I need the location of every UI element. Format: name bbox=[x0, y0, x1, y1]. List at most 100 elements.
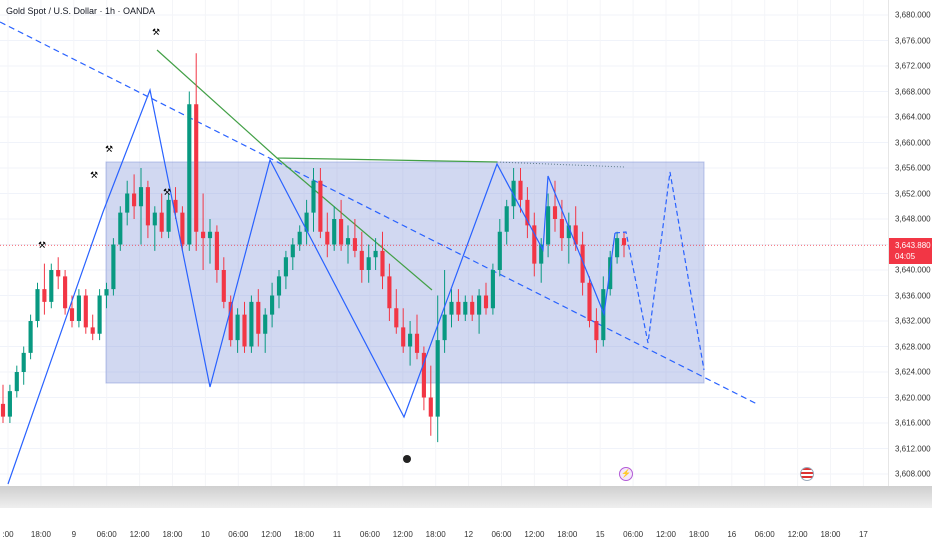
chart-title: Gold Spot / U.S. Dollar · 1h · OANDA bbox=[6, 6, 156, 16]
price-tick-label: 3,608.000 bbox=[895, 469, 931, 479]
candle-body bbox=[263, 314, 268, 334]
candle-body bbox=[573, 225, 578, 245]
price-tick-label: 3,656.000 bbox=[895, 163, 931, 173]
candle-body bbox=[221, 270, 226, 302]
time-tick-label: 12 bbox=[464, 530, 474, 539]
time-tick-label: 06:00 bbox=[491, 530, 512, 539]
hammer-icon: ⚒ bbox=[105, 144, 114, 154]
candle bbox=[28, 314, 33, 360]
earnings-icon[interactable] bbox=[403, 455, 411, 463]
time-tick-label: 10 bbox=[200, 530, 210, 539]
time-tick-label: 18:00 bbox=[162, 530, 183, 539]
resistance-dotted-line bbox=[496, 161, 626, 168]
candle-body bbox=[214, 231, 219, 270]
time-tick-label: :00 bbox=[2, 530, 14, 539]
candle-body bbox=[394, 308, 399, 328]
time-tick-label: 11 bbox=[332, 530, 342, 539]
candle-body bbox=[414, 333, 420, 353]
candle bbox=[456, 289, 461, 321]
candle-body bbox=[90, 327, 95, 334]
candle-body bbox=[7, 391, 12, 417]
candle-body bbox=[615, 238, 620, 258]
price-tick-label: 3,664.000 bbox=[895, 112, 931, 122]
time-tick-label: 06:00 bbox=[359, 530, 380, 539]
candle bbox=[332, 206, 337, 251]
candle bbox=[90, 314, 95, 341]
candle-body bbox=[28, 321, 33, 353]
candle bbox=[207, 219, 213, 264]
candle bbox=[145, 180, 150, 239]
price-axis[interactable]: 3,680.000 3,676.000 3,672.000 3,668.000 3,66… bbox=[888, 0, 932, 486]
candle bbox=[435, 295, 440, 443]
candle-body bbox=[408, 333, 413, 347]
time-tick-label: 9 bbox=[71, 530, 77, 539]
candle-body bbox=[525, 199, 530, 226]
candle-body bbox=[601, 289, 606, 341]
candle bbox=[339, 199, 344, 251]
candle-body bbox=[546, 206, 551, 245]
price-tick-label: 3,676.000 bbox=[895, 36, 931, 45]
candle-body bbox=[35, 289, 40, 321]
time-tick-label: 12:00 bbox=[787, 530, 808, 539]
time-axis[interactable]: :00 18:00 9 06:00 12:00 18:00 10 06:00 12:00 18:0… bbox=[0, 508, 932, 550]
candle-body bbox=[104, 289, 109, 296]
candle bbox=[187, 91, 192, 251]
candle-body bbox=[318, 180, 323, 232]
candle-body bbox=[511, 180, 516, 207]
candle bbox=[490, 263, 495, 315]
descending-trendline bbox=[0, 21, 758, 405]
candle-body bbox=[325, 231, 330, 245]
candle-body bbox=[470, 301, 475, 315]
candle bbox=[166, 193, 171, 239]
candle bbox=[532, 212, 537, 277]
candle bbox=[483, 282, 489, 315]
time-tick-label: 06:00 bbox=[754, 530, 775, 539]
candle bbox=[380, 231, 385, 290]
candle bbox=[352, 219, 357, 258]
candle-body bbox=[532, 225, 537, 264]
candle-body bbox=[276, 276, 282, 296]
candle bbox=[76, 289, 81, 328]
us-flag-icon[interactable] bbox=[800, 467, 814, 481]
candle-body bbox=[21, 352, 26, 372]
candle-body bbox=[173, 199, 178, 213]
candle bbox=[35, 282, 40, 328]
time-tick-label: 18:00 bbox=[688, 530, 709, 539]
candle bbox=[242, 301, 247, 353]
time-tick-label: 18:00 bbox=[557, 530, 578, 539]
flash-icon[interactable]: ⚡ bbox=[619, 467, 633, 481]
time-tick-label: 06:00 bbox=[96, 530, 117, 539]
candle bbox=[325, 212, 330, 258]
candle bbox=[408, 321, 413, 366]
candle bbox=[304, 199, 309, 245]
candle bbox=[311, 168, 316, 232]
chart-canvas[interactable] bbox=[0, 0, 888, 486]
candle bbox=[49, 263, 54, 309]
time-tick-label: 17 bbox=[858, 530, 868, 539]
candle-body bbox=[283, 257, 288, 277]
candle bbox=[587, 276, 592, 328]
chart-area[interactable]: Gold Spot / U.S. Dollar · 1h · OANDA ⚒ ⚒… bbox=[0, 0, 888, 486]
candle bbox=[615, 231, 620, 264]
candle bbox=[152, 206, 157, 251]
price-tick-label: 3,636.000 bbox=[895, 291, 931, 300]
candle-body bbox=[194, 104, 199, 232]
pane-divider[interactable] bbox=[0, 486, 932, 508]
candle bbox=[477, 289, 482, 334]
candle bbox=[594, 308, 599, 353]
candle-body bbox=[249, 301, 254, 347]
candle-body bbox=[49, 270, 54, 302]
candle-body bbox=[435, 340, 440, 417]
candle-body bbox=[166, 199, 171, 232]
candle bbox=[221, 257, 226, 309]
candle bbox=[421, 346, 426, 411]
candle bbox=[366, 244, 371, 283]
candle bbox=[297, 225, 302, 251]
candle-body bbox=[0, 403, 6, 417]
candle-body bbox=[42, 289, 47, 302]
candle-body bbox=[145, 187, 150, 226]
candle-body bbox=[345, 238, 351, 245]
candle bbox=[63, 270, 68, 315]
candle-body bbox=[256, 301, 261, 334]
candle-body bbox=[373, 250, 378, 258]
